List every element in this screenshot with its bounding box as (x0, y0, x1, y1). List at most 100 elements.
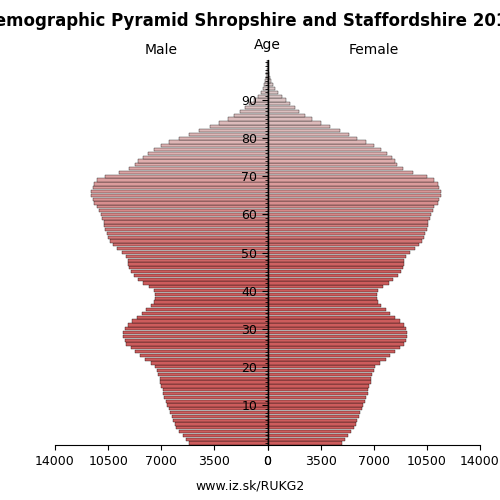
Bar (268, 247, 414, 250)
Bar (161, 144, 268, 148)
Bar (176, 426, 268, 430)
Bar (131, 346, 268, 350)
Bar (182, 434, 268, 437)
Bar (92, 194, 268, 197)
Bar (160, 380, 268, 384)
Bar (134, 274, 268, 277)
Bar (268, 282, 389, 284)
Bar (268, 83, 272, 86)
Bar (268, 293, 377, 296)
Bar (210, 125, 268, 128)
Bar (118, 171, 268, 174)
Bar (93, 198, 268, 201)
Bar (130, 266, 268, 270)
Bar (268, 362, 380, 364)
Bar (268, 102, 290, 106)
Bar (146, 308, 268, 312)
Bar (268, 220, 428, 224)
Bar (268, 365, 376, 368)
Bar (268, 422, 356, 426)
Bar (98, 205, 268, 208)
Bar (268, 244, 420, 246)
Bar (143, 282, 268, 284)
Bar (144, 358, 268, 361)
Bar (124, 334, 268, 338)
Bar (108, 236, 268, 239)
Bar (268, 118, 312, 120)
Bar (268, 174, 427, 178)
Bar (268, 316, 395, 319)
Text: www.iz.sk/RUKG2: www.iz.sk/RUKG2 (196, 480, 304, 492)
Bar (268, 80, 272, 82)
Bar (268, 213, 432, 216)
Bar (164, 396, 268, 399)
Bar (268, 160, 395, 162)
Text: Demographic Pyramid Shropshire and Staffordshire 2019: Demographic Pyramid Shropshire and Staff… (0, 12, 500, 30)
Bar (154, 300, 268, 304)
Title: Male: Male (145, 44, 178, 58)
Bar (268, 438, 345, 441)
Bar (172, 415, 268, 418)
Bar (94, 182, 268, 186)
Bar (160, 376, 268, 380)
Bar (268, 350, 395, 353)
Bar (168, 404, 268, 406)
Bar (163, 392, 268, 395)
Bar (268, 396, 366, 399)
Bar (268, 258, 404, 262)
Bar (250, 102, 268, 106)
Bar (105, 228, 268, 231)
Bar (262, 87, 268, 90)
Bar (106, 232, 268, 235)
Bar (268, 87, 275, 90)
Bar (268, 327, 406, 330)
Bar (268, 404, 363, 406)
Title: Female: Female (348, 44, 399, 58)
Bar (140, 354, 268, 357)
Bar (268, 442, 342, 444)
Bar (264, 83, 268, 86)
Bar (268, 270, 401, 273)
Bar (155, 293, 268, 296)
Bar (148, 152, 268, 155)
Bar (268, 418, 357, 422)
Bar (169, 140, 268, 143)
Bar (268, 308, 386, 312)
Bar (268, 392, 368, 395)
Text: Age: Age (254, 38, 281, 52)
Bar (268, 91, 278, 94)
Bar (268, 434, 348, 437)
Bar (268, 194, 440, 197)
Bar (268, 411, 360, 414)
Bar (268, 334, 407, 338)
Bar (268, 407, 362, 410)
Bar (268, 209, 433, 212)
Bar (131, 270, 268, 273)
Bar (268, 178, 434, 182)
Bar (268, 324, 404, 326)
Bar (219, 122, 268, 124)
Bar (268, 346, 400, 350)
Bar (268, 190, 440, 193)
Bar (268, 152, 388, 155)
Bar (268, 122, 320, 124)
Bar (240, 110, 268, 113)
Bar (268, 415, 358, 418)
Bar (199, 129, 268, 132)
Bar (268, 285, 383, 288)
Bar (266, 76, 268, 79)
Bar (268, 289, 378, 292)
Bar (268, 98, 285, 102)
Bar (258, 94, 268, 98)
Bar (268, 254, 406, 258)
Bar (268, 198, 439, 201)
Bar (161, 384, 268, 388)
Bar (94, 202, 268, 204)
Bar (268, 296, 377, 300)
Bar (268, 331, 407, 334)
Bar (132, 320, 268, 322)
Bar (155, 296, 268, 300)
Bar (104, 224, 268, 228)
Bar (268, 202, 438, 204)
Bar (175, 422, 268, 426)
